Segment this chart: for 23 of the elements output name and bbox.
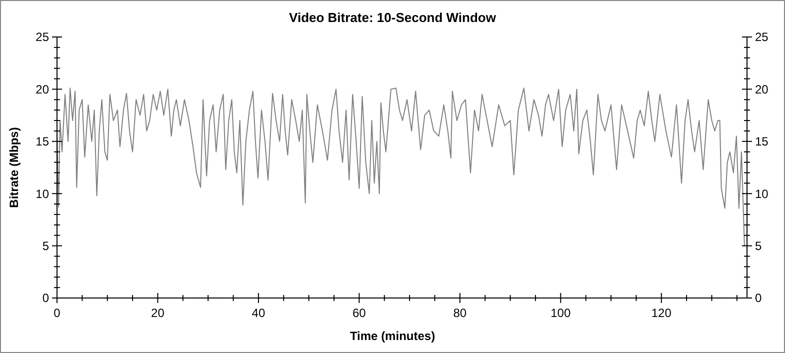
y-tick-label: 5	[42, 239, 50, 253]
y-tick-label: 0	[42, 291, 50, 306]
y2-tick-label: 10	[755, 186, 769, 201]
y2-tick-label: 15	[755, 134, 769, 149]
x-axis-title: Time (minutes)	[350, 329, 436, 343]
y2-tick-label: 0	[755, 291, 762, 306]
x-tick-label: 120	[651, 306, 672, 320]
x-tick-label: 40	[252, 306, 266, 320]
y-tick-label: 25	[36, 30, 50, 44]
x-tick-label: 20	[151, 306, 165, 320]
y2-tick-label: 25	[755, 30, 769, 44]
x-tick-label: 60	[352, 306, 366, 320]
line-series	[56, 88, 745, 246]
y2-tick-label: 5	[755, 239, 762, 253]
y-tick-label: 10	[36, 186, 50, 201]
y2-tick-label: 20	[755, 82, 769, 96]
y-tick-label: 15	[36, 134, 50, 149]
y-tick-label: 20	[36, 82, 50, 96]
x-tick-label: 0	[54, 306, 61, 320]
chart-title: Video Bitrate: 10-Second Window	[289, 10, 497, 25]
y-axis-title: Bitrate (Mbps)	[7, 127, 21, 208]
x-tick-label: 100	[550, 306, 571, 320]
x-tick-label: 80	[453, 306, 467, 320]
